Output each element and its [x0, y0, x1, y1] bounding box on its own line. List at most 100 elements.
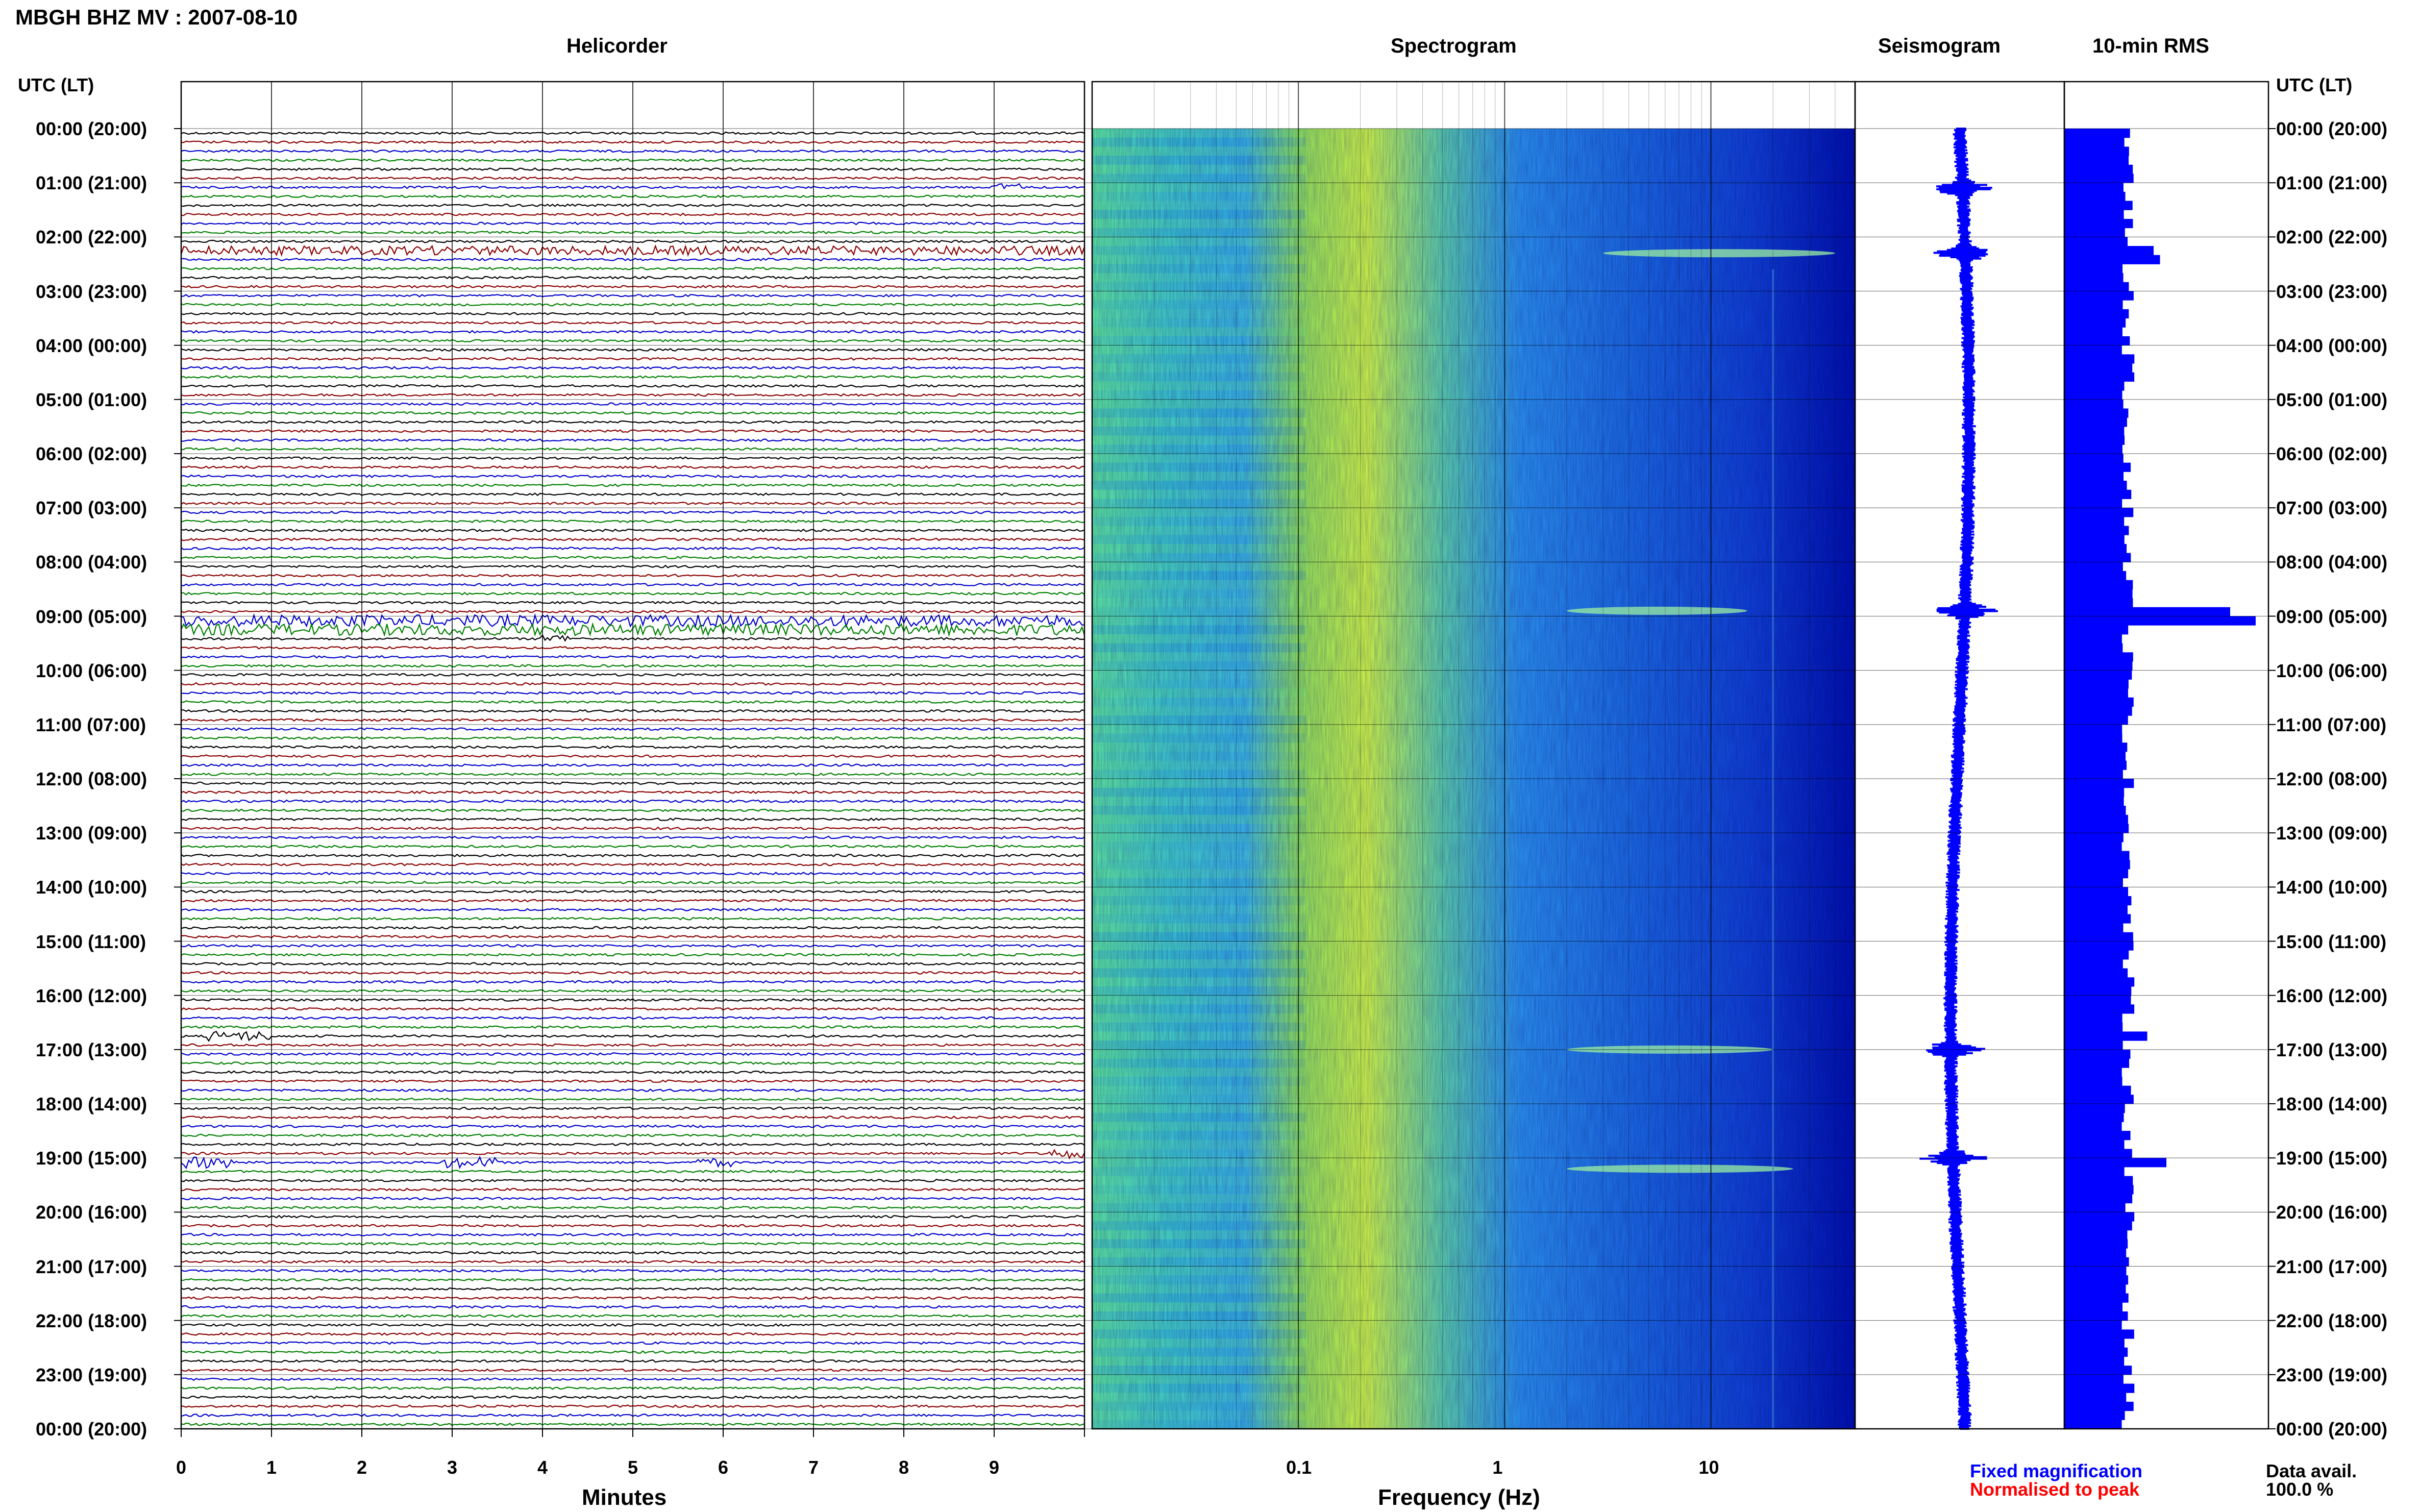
rms-bar: [2064, 1131, 2131, 1141]
rms-bar: [2064, 833, 2124, 842]
rms-bar: [2064, 968, 2128, 978]
time-label-right: 19:00 (15:00): [2276, 1148, 2388, 1169]
rms-bar: [2064, 282, 2129, 291]
spectrogram-event-band: [1603, 249, 1835, 258]
helicorder-plot: [180, 82, 1085, 1429]
rms-bar: [2064, 408, 2129, 418]
rms-bar: [2064, 1203, 2126, 1212]
rms-bar: [2064, 1085, 2131, 1095]
rms-bar: [2064, 1104, 2125, 1113]
axes: [174, 81, 2276, 1437]
rms-bar: [2064, 1230, 2128, 1240]
rms-bar: [2064, 742, 2128, 752]
rms-bar: [2064, 264, 2123, 274]
data-avail-label: Data avail.: [2266, 1460, 2357, 1481]
time-label-left: 11:00 (07:00): [36, 714, 146, 735]
rms-bar: [2064, 1275, 2129, 1285]
legend-normalised-to-peak: Normalised to peak: [1970, 1479, 2140, 1500]
rms-bar: [2064, 607, 2230, 616]
rms-bar: [2064, 381, 2125, 391]
time-label-right: 20:00 (16:00): [2276, 1202, 2388, 1223]
rms-bar: [2064, 896, 2132, 906]
time-label-right: 05:00 (01:00): [2276, 389, 2388, 410]
minute-tick-label: 1: [266, 1457, 277, 1478]
rms-bar: [2064, 1049, 2131, 1059]
time-label-left: 01:00 (21:00): [36, 172, 147, 194]
rms-bar: [2064, 923, 2124, 933]
minute-tick-label: 6: [718, 1457, 729, 1478]
rms-bar: [2064, 959, 2123, 969]
time-label-right: 17:00 (13:00): [2276, 1039, 2388, 1060]
rms-bar: [2064, 553, 2131, 562]
rms-bar: [2064, 1167, 2125, 1177]
time-label-left: 23:00 (19:00): [36, 1364, 147, 1385]
rms-bar: [2064, 914, 2131, 924]
rms-bar: [2064, 670, 2132, 680]
rms-bar: [2064, 787, 2125, 797]
rms-bar: [2064, 210, 2124, 219]
rms-bar: [2064, 1176, 2133, 1185]
rms-bar: [2064, 291, 2134, 301]
rms-bar: [2064, 300, 2123, 310]
rms-bar: [2064, 1420, 2122, 1429]
time-label-left: 12:00 (08:00): [36, 769, 147, 789]
rms-bar: [2064, 336, 2130, 346]
time-label-left: 17:00 (13:00): [36, 1039, 147, 1060]
rms-bar: [2064, 851, 2130, 860]
rms-bar: [2064, 444, 2122, 454]
rms-bar: [2064, 724, 2122, 734]
rms-bar: [2064, 543, 2127, 554]
rms-bar: [2064, 426, 2125, 436]
data-avail-value: 100.0 %: [2266, 1479, 2334, 1500]
minute-tick-label: 2: [357, 1457, 367, 1478]
rms-bar: [2064, 1266, 2127, 1276]
time-label-right: 18:00 (14:00): [2276, 1094, 2388, 1114]
rms-bar: [2064, 1095, 2134, 1104]
time-label-right: 15:00 (11:00): [2276, 931, 2387, 952]
time-label-right: 08:00 (04:00): [2276, 552, 2388, 573]
rms-bar: [2064, 887, 2129, 897]
rms-bar: [2064, 1221, 2132, 1231]
rms-bar: [2064, 417, 2127, 427]
rms-bar: [2064, 1293, 2129, 1303]
rms-bar: [2064, 841, 2122, 852]
rms-bar: [2064, 435, 2125, 445]
rms-bar: [2064, 1401, 2134, 1411]
rms-bar: [2064, 860, 2130, 870]
rms-bar: [2064, 1122, 2122, 1131]
rms-bar: [2064, 1356, 2125, 1366]
rms-bar: [2064, 363, 2133, 373]
time-label-left: 00:00 (20:00): [36, 1419, 147, 1440]
rms-bar: [2064, 580, 2133, 589]
time-label-left: 16:00 (12:00): [36, 985, 147, 1006]
time-label-left: 03:00 (23:00): [36, 281, 147, 302]
time-label-left: 02:00 (22:00): [36, 227, 147, 248]
minute-tick-label: 3: [447, 1457, 458, 1478]
rms-bar: [2064, 1149, 2132, 1158]
rms-bar: [2064, 814, 2128, 824]
rms-bar: [2064, 1212, 2135, 1222]
rms-bar: [2064, 697, 2134, 707]
time-label-left: 15:00 (11:00): [36, 931, 146, 952]
time-label-left: 18:00 (14:00): [36, 1094, 147, 1114]
rms-bar: [2064, 1031, 2148, 1041]
time-label-right: 16:00 (12:00): [2276, 985, 2388, 1006]
frequency-tick-label: 1: [1492, 1457, 1503, 1478]
rms-bar: [2064, 1185, 2134, 1195]
rms-bar: [2064, 1068, 2122, 1077]
rms-bar: [2064, 706, 2132, 716]
frequency-axis-label: Frequency (Hz): [1378, 1485, 1540, 1510]
rms-bar: [2064, 715, 2128, 725]
rms-bar: [2064, 562, 2123, 572]
minute-tick-label: 4: [537, 1457, 548, 1478]
rms-bar: [2064, 1013, 2122, 1023]
rms-plot: [2064, 129, 2256, 1429]
time-label-right: 00:00 (20:00): [2276, 118, 2388, 139]
rms-bar: [2064, 1393, 2127, 1402]
time-label-right: 09:00 (05:00): [2276, 606, 2388, 627]
rms-bar: [2064, 1139, 2125, 1149]
rms-bar: [2064, 941, 2134, 951]
spectrogram-event-band: [1566, 1164, 1793, 1173]
rms-bar: [2064, 1284, 2126, 1294]
rms-bar: [2064, 481, 2127, 490]
